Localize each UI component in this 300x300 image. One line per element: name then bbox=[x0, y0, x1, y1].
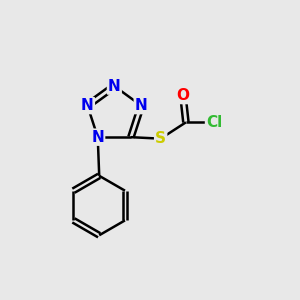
Text: N: N bbox=[135, 98, 148, 113]
Text: N: N bbox=[92, 130, 104, 145]
Text: S: S bbox=[155, 131, 166, 146]
Text: N: N bbox=[81, 98, 94, 113]
Text: Cl: Cl bbox=[206, 115, 222, 130]
Text: N: N bbox=[108, 79, 121, 94]
Text: O: O bbox=[176, 88, 189, 103]
